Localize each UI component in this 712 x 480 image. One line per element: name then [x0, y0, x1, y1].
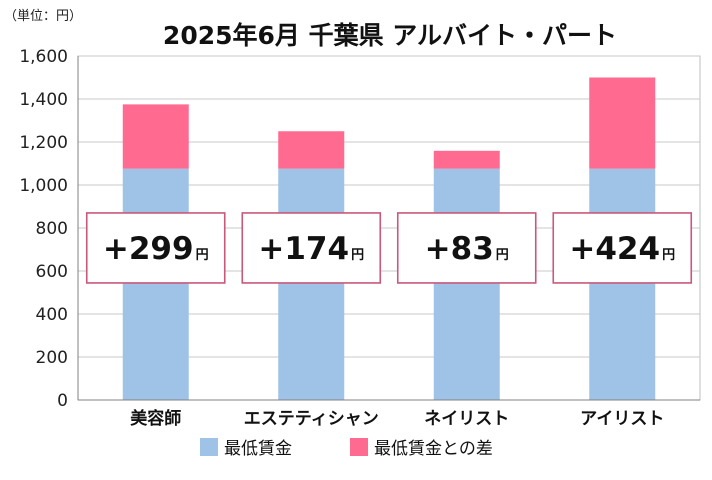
- callout-value: +299: [103, 231, 194, 267]
- bar-difference: [122, 104, 189, 169]
- bar-difference: [589, 77, 656, 169]
- difference-callout: +299 円: [85, 212, 226, 284]
- x-category-label: エステティシャン: [244, 409, 379, 429]
- difference-callout: +83 円: [396, 212, 537, 284]
- y-tick-label: 1,000: [19, 176, 68, 196]
- y-tick-label: 1,200: [19, 133, 68, 153]
- axes: 0 200 400 600 800 1,000 1,200 1,400 1,600 美容師 エステテ…: [19, 47, 700, 429]
- callout-unit: 円: [496, 248, 509, 263]
- callout-box: [552, 212, 693, 284]
- difference-callout: +424 円: [552, 212, 693, 284]
- y-tick-label: 1,600: [19, 47, 68, 67]
- callout-value: +174: [258, 231, 349, 267]
- difference-annotations: +299 円 +174 円 +83 円 +424 円: [85, 212, 693, 284]
- y-tick-label: 600: [36, 262, 68, 282]
- callout-text: +174 円: [258, 231, 364, 267]
- callout-text: +83 円: [425, 231, 509, 267]
- legend-label: 最低賃金: [224, 439, 292, 459]
- bar-minimum-wage: [433, 168, 500, 400]
- legend-swatch-difference: [350, 438, 368, 456]
- y-tick-label: 800: [36, 219, 68, 239]
- y-tick-label: 400: [36, 305, 68, 325]
- unit-label: （単位：円）: [4, 8, 82, 24]
- legend-item: 最低賃金との差: [350, 438, 493, 459]
- callout-box: [85, 212, 226, 284]
- x-category-label: 美容師: [130, 408, 181, 429]
- callout-unit: 円: [196, 248, 209, 263]
- bar-difference: [433, 150, 500, 169]
- callout-text: +424 円: [569, 231, 675, 267]
- callout-text: +299 円: [103, 231, 209, 267]
- bar-difference: [278, 131, 345, 169]
- legend: 最低賃金 最低賃金との差: [200, 438, 493, 459]
- y-tick-label: 0: [57, 391, 68, 411]
- callout-box: [241, 212, 382, 284]
- bars: [122, 77, 656, 400]
- callout-value: +83: [425, 231, 494, 267]
- callout-box: [396, 212, 537, 284]
- legend-label: 最低賃金との差: [374, 439, 493, 459]
- callout-unit: 円: [662, 248, 675, 263]
- y-tick-label: 200: [36, 348, 68, 368]
- y-tick-label: 1,400: [19, 90, 68, 110]
- bar-minimum-wage: [589, 168, 656, 400]
- callout-unit: 円: [351, 248, 364, 263]
- bar-minimum-wage: [122, 168, 189, 400]
- chart-title: 2025年6月 千葉県 アルバイト・パート: [163, 21, 617, 50]
- x-category-label: アイリスト: [580, 409, 664, 429]
- x-category-label: ネイリスト: [424, 409, 509, 429]
- callout-value: +424: [569, 231, 660, 267]
- legend-swatch-minimum-wage: [200, 438, 218, 456]
- legend-item: 最低賃金: [200, 438, 292, 459]
- difference-callout: +174 円: [241, 212, 382, 284]
- bar-minimum-wage: [278, 168, 345, 400]
